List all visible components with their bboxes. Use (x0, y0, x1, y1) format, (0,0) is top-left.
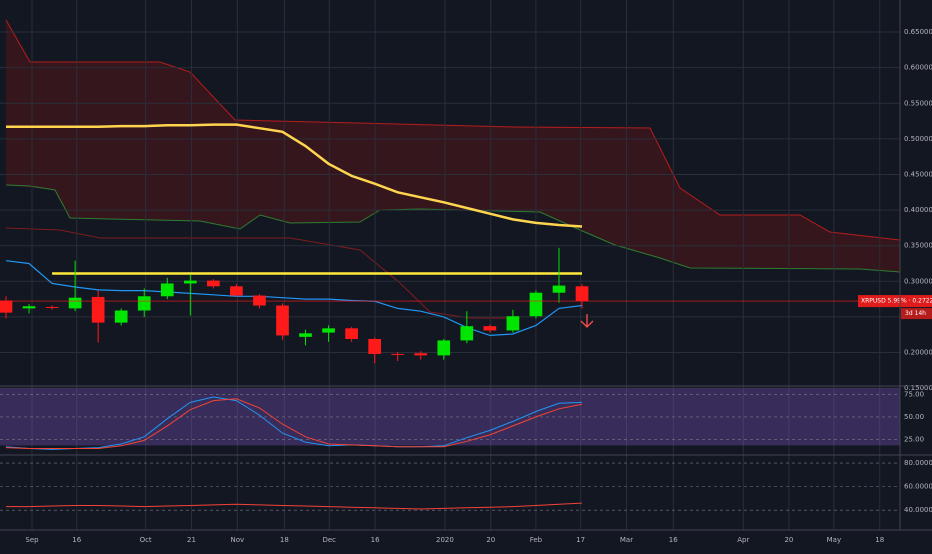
y-tick-label: 60.000000 (904, 483, 932, 491)
x-tick-label: Mar (620, 536, 633, 544)
candle-body (483, 326, 497, 331)
x-tick-label: 18 (875, 536, 884, 544)
x-tick-label: 21 (187, 536, 196, 544)
x-tick-label: Sep (25, 536, 39, 544)
y-tick-label: 40.000000 (904, 506, 932, 514)
cloud (6, 20, 900, 272)
candle-body (183, 280, 197, 284)
indicator-line (5, 396, 583, 450)
candle-body (460, 326, 474, 341)
x-tick-label: Nov (230, 536, 244, 544)
y-tick-label: 0.35000 (904, 242, 932, 250)
y-tick-label: 0.30000 (904, 277, 932, 285)
x-tick-label: 2020 (436, 536, 454, 544)
candle-body (114, 310, 128, 323)
y-tick-label: 80.000000 (904, 459, 932, 467)
candle-body (230, 286, 243, 296)
indicator-line (5, 260, 583, 337)
y-tick-label: 25.00 (904, 435, 924, 443)
x-tick-label: 16 (669, 536, 678, 544)
x-tick-label: Feb (530, 536, 543, 544)
candle-body (68, 297, 82, 309)
candle-body (253, 295, 266, 306)
candle-body (22, 306, 36, 309)
candle-body (368, 338, 381, 354)
cloud-upper (5, 19, 901, 241)
x-tick-label: Dec (322, 536, 336, 544)
candle-body (299, 333, 312, 337)
y-tick-label: 50.00 (904, 413, 924, 421)
price-tag-bg (858, 295, 932, 308)
candle-body (45, 306, 59, 308)
candle-body (437, 340, 451, 356)
lagging-line (5, 227, 520, 319)
candle-body (345, 328, 358, 339)
y-tick-label: 75.00 (904, 390, 924, 398)
candle-body (391, 353, 405, 355)
x-tick-label: 17 (576, 536, 585, 544)
candle-body (529, 292, 543, 317)
candle-body (207, 280, 220, 287)
candle-body (414, 353, 428, 356)
candle-body (322, 328, 335, 333)
y-tick-label: 0.15000 (904, 384, 932, 392)
x-tick-label: 16 (72, 536, 81, 544)
candle-body (276, 305, 289, 336)
x-tick-label: 20 (486, 536, 495, 544)
x-tick-label: 16 (371, 536, 380, 544)
y-tick-label: 0.65000 (904, 28, 932, 36)
candle-body (91, 296, 105, 323)
candle-body (0, 300, 13, 313)
cloud-lower (5, 184, 901, 273)
price-tag: XRPUSD 5.99% · 0.27224 (861, 298, 932, 305)
candle-body (160, 283, 174, 297)
y-tick-label: 0.40000 (904, 206, 932, 214)
x-tick-label: 18 (280, 536, 289, 544)
y-tick-label: 0.50000 (904, 135, 932, 143)
indicator-line (6, 123, 583, 228)
candle-body (506, 316, 520, 331)
y-tick-label: 0.55000 (904, 99, 932, 107)
indicator-line (5, 398, 583, 449)
down-arrow (580, 314, 594, 328)
x-tick-label: Oct (140, 536, 152, 544)
candle-body (575, 286, 589, 302)
candle-body (137, 296, 151, 311)
y-tick-label: 0.20000 (904, 349, 932, 357)
countdown: 3d 14h (905, 310, 926, 317)
indicator-line (6, 502, 583, 510)
y-tick-label: 0.60000 (904, 64, 932, 72)
candle-body (552, 285, 566, 293)
countdown-bg (901, 308, 932, 320)
x-tick-label: May (827, 536, 841, 544)
x-tick-label: 20 (784, 536, 793, 544)
x-tick-label: Apr (737, 536, 749, 544)
y-tick-label: 0.45000 (904, 170, 932, 178)
